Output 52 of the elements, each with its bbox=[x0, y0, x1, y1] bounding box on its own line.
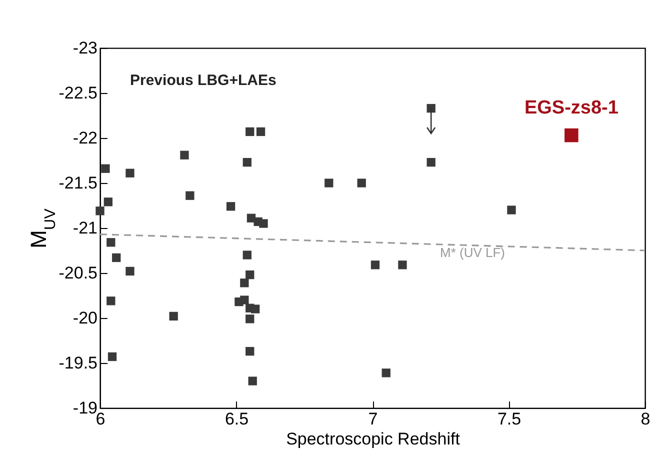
point bbox=[246, 346, 254, 356]
point bbox=[108, 352, 117, 362]
point bbox=[248, 376, 257, 386]
x-tick-label: 6 bbox=[96, 410, 106, 428]
point bbox=[324, 178, 334, 188]
point bbox=[106, 296, 116, 306]
point bbox=[564, 128, 578, 142]
x-tick-label: 7.5 bbox=[497, 410, 522, 428]
point bbox=[246, 270, 254, 280]
y-tick-label: -20 bbox=[72, 308, 98, 328]
y-tick-label: -21.5 bbox=[58, 174, 98, 192]
point bbox=[426, 158, 436, 167]
point bbox=[126, 266, 134, 276]
point bbox=[357, 178, 366, 188]
point bbox=[246, 127, 254, 136]
point bbox=[370, 260, 380, 270]
annotation: M* (UV LF) bbox=[440, 245, 505, 260]
point bbox=[180, 150, 189, 160]
x-tick-label: 8 bbox=[640, 410, 650, 428]
y-tick-label: -23 bbox=[72, 38, 98, 58]
point bbox=[246, 314, 254, 324]
point bbox=[169, 312, 178, 321]
point bbox=[106, 238, 116, 247]
x-axis-title: Spectroscopic Redshift bbox=[286, 430, 460, 448]
point bbox=[259, 219, 268, 228]
point bbox=[507, 206, 516, 214]
text: Previous LBG+LAEs bbox=[130, 72, 276, 89]
x-tick-label: 6.5 bbox=[224, 410, 249, 428]
x-tick-label: 7 bbox=[368, 410, 378, 428]
point bbox=[112, 253, 121, 262]
point bbox=[186, 191, 194, 200]
point bbox=[382, 368, 390, 378]
point bbox=[101, 164, 110, 173]
series-label: EGS-zs8-1 bbox=[524, 97, 619, 118]
point bbox=[256, 127, 266, 136]
y-tick-label: -19 bbox=[72, 398, 98, 418]
y-tick-label: -22 bbox=[72, 128, 98, 148]
point bbox=[226, 202, 236, 211]
point bbox=[240, 278, 249, 288]
point bbox=[126, 168, 134, 178]
point bbox=[240, 296, 249, 304]
point bbox=[242, 158, 252, 167]
y-tick-label: -20.5 bbox=[58, 264, 98, 282]
y-tick-label: -19.5 bbox=[58, 354, 98, 372]
point bbox=[426, 104, 436, 113]
point bbox=[96, 206, 104, 216]
point bbox=[242, 250, 252, 260]
point bbox=[250, 304, 260, 314]
y-tick-label: -21 bbox=[72, 218, 98, 238]
point bbox=[398, 260, 407, 270]
y-tick-label: -22.5 bbox=[58, 84, 98, 102]
point bbox=[104, 198, 113, 206]
